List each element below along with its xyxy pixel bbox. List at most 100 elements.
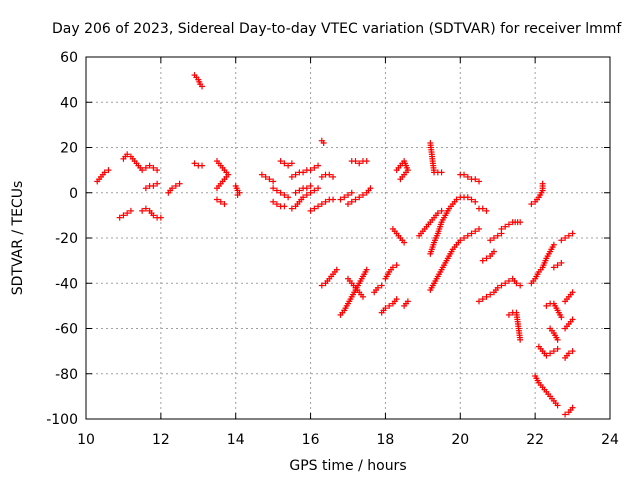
data-point: [288, 205, 295, 212]
data-point: [513, 280, 520, 287]
data-point: [562, 411, 569, 418]
data-point: [288, 173, 295, 180]
data-point: [539, 180, 546, 187]
data-point: [154, 180, 161, 187]
data-point: [550, 264, 557, 271]
data-points: [94, 72, 576, 418]
data-point: [311, 187, 318, 194]
data-point: [221, 201, 228, 208]
data-point: [307, 189, 314, 196]
data-point: [307, 182, 314, 189]
y-tick-label: 40: [60, 95, 78, 111]
data-point: [270, 178, 277, 185]
data-point: [487, 237, 494, 244]
data-point: [300, 194, 307, 201]
data-point: [127, 207, 134, 214]
data-point: [270, 198, 277, 205]
data-point: [150, 212, 157, 219]
data-point: [558, 314, 565, 321]
data-point: [273, 201, 280, 208]
data-point: [505, 277, 512, 284]
data-point: [120, 212, 127, 219]
data-point: [438, 169, 445, 176]
y-tick-label: 20: [60, 141, 78, 157]
data-point: [502, 280, 509, 287]
data-point: [315, 203, 322, 210]
data-point: [569, 404, 576, 411]
data-point: [389, 264, 396, 271]
data-point: [273, 187, 280, 194]
data-point: [565, 232, 572, 239]
data-point: [490, 235, 497, 241]
data-point: [461, 235, 468, 241]
data-point: [281, 203, 288, 210]
data-point: [296, 187, 303, 194]
data-point: [453, 196, 460, 203]
data-point: [292, 171, 299, 178]
data-point: [337, 196, 344, 203]
data-point: [554, 345, 561, 352]
data-point: [543, 302, 550, 309]
data-point: [393, 262, 400, 269]
data-point: [476, 298, 482, 305]
data-point: [277, 158, 284, 165]
grid: [86, 57, 610, 419]
data-point: [569, 348, 576, 355]
data-point: [315, 162, 322, 169]
data-point: [330, 173, 337, 180]
data-point: [569, 230, 576, 237]
y-tick-label: 60: [60, 50, 78, 66]
data-point: [468, 196, 475, 203]
data-point: [464, 194, 471, 201]
data-point: [356, 160, 363, 167]
data-point: [468, 230, 475, 237]
data-point: [498, 225, 505, 232]
data-point: [464, 173, 471, 180]
data-point: [124, 151, 131, 158]
data-point: [176, 180, 183, 187]
data-point: [303, 185, 310, 192]
data-point: [479, 257, 486, 264]
data-point: [502, 223, 509, 230]
data-point: [214, 196, 220, 203]
data-point: [434, 210, 441, 217]
data-point: [139, 207, 146, 214]
data-point: [461, 171, 468, 178]
data-point: [498, 282, 505, 289]
data-point: [397, 176, 404, 183]
data-point: [318, 173, 325, 180]
data-point: [307, 207, 314, 214]
data-point: [401, 239, 408, 246]
data-point: [199, 83, 206, 90]
data-point: [157, 214, 164, 221]
data-point: [142, 205, 149, 212]
data-point: [341, 194, 348, 201]
data-point: [569, 316, 576, 323]
data-point: [386, 302, 393, 309]
data-point: [505, 311, 512, 318]
data-point: [292, 189, 299, 196]
data-point: [277, 189, 284, 196]
data-point: [281, 160, 288, 167]
data-point: [367, 185, 374, 192]
data-point: [320, 139, 327, 146]
data-point: [517, 282, 524, 289]
y-tick-label: -20: [55, 231, 78, 247]
y-tick-label: -40: [55, 276, 78, 292]
data-point: [543, 352, 550, 359]
data-point: [348, 189, 355, 196]
data-point: [191, 160, 198, 167]
data-point: [438, 207, 445, 214]
data-point: [476, 178, 482, 185]
data-point: [326, 171, 333, 178]
data-point: [142, 164, 149, 171]
data-point: [352, 158, 359, 165]
data-point: [172, 182, 179, 189]
data-point: [262, 173, 269, 180]
data-point: [154, 167, 161, 174]
data-point: [457, 237, 464, 244]
y-tick-label: -60: [55, 322, 78, 338]
data-point: [146, 162, 153, 169]
data-point: [142, 185, 149, 192]
